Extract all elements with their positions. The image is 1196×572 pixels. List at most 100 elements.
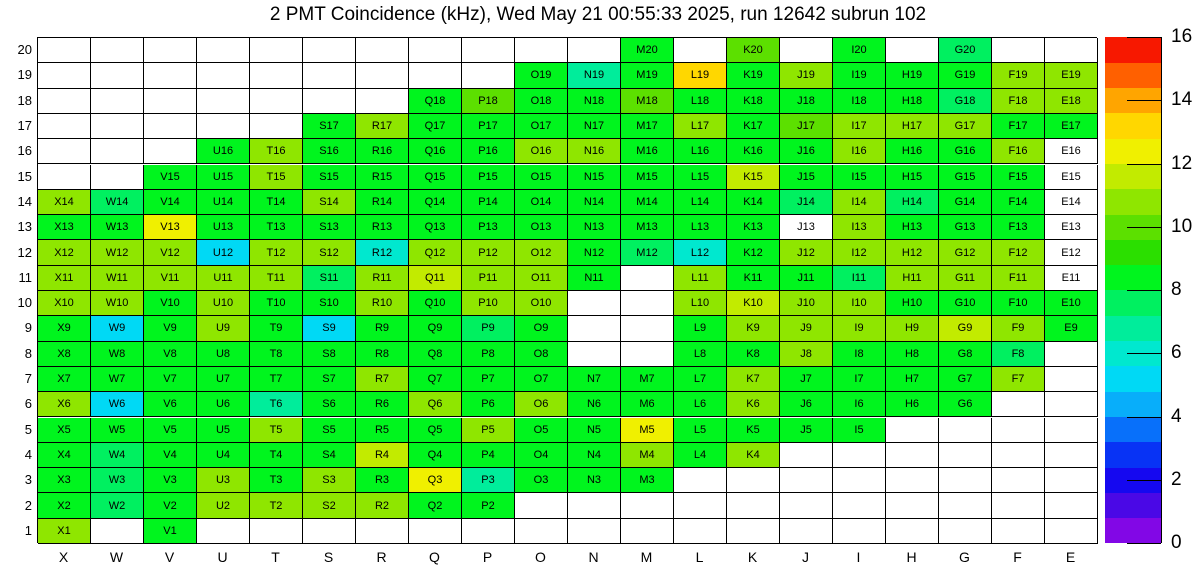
heatmap-cell-K12: K12 xyxy=(727,240,780,266)
heatmap-cell-X9: X9 xyxy=(38,316,91,342)
heatmap-cell-H5 xyxy=(886,417,939,443)
heatmap-cell-L3 xyxy=(674,468,727,494)
heatmap-cell-V9: V9 xyxy=(144,316,197,342)
heatmap-cell-S13: S13 xyxy=(303,215,356,241)
heatmap-cell-J3 xyxy=(780,468,833,494)
heatmap-cell-I11: I11 xyxy=(833,265,886,291)
x-axis-label-N: N xyxy=(588,549,599,565)
heatmap-cell-W20 xyxy=(91,38,144,64)
heatmap-cell-U2: U2 xyxy=(197,493,250,519)
colorbar-tick-label-4: 4 xyxy=(1171,405,1182,427)
heatmap-cell-J5: J5 xyxy=(780,417,833,443)
heatmap-cell-U11: U11 xyxy=(197,265,250,291)
x-axis-label-O: O xyxy=(535,549,546,565)
heatmap-cell-M18: M18 xyxy=(621,88,674,114)
heatmap-cell-S5: S5 xyxy=(303,417,356,443)
heatmap-cell-N9 xyxy=(568,316,621,342)
heatmap-cell-L15: L15 xyxy=(674,164,727,190)
heatmap-cell-P16: P16 xyxy=(462,139,515,165)
heatmap-cell-Q20 xyxy=(409,38,462,64)
heatmap-cell-R11: R11 xyxy=(356,265,409,291)
heatmap-cell-W13: W13 xyxy=(91,215,144,241)
heatmap-cell-G16: G16 xyxy=(939,139,992,165)
heatmap-cell-W17 xyxy=(91,113,144,140)
heatmap-cell-F13: F13 xyxy=(992,215,1045,241)
heatmap-cell-R9: R9 xyxy=(356,316,409,342)
heatmap-cell-Q17: Q17 xyxy=(409,113,462,140)
heatmap-cell-K8: K8 xyxy=(727,341,780,367)
heatmap-cell-S7: S7 xyxy=(303,366,356,393)
heatmap-cell-O3: O3 xyxy=(515,468,568,494)
heatmap-cell-Q14: Q14 xyxy=(409,189,462,216)
heatmap-cell-S15: S15 xyxy=(303,164,356,190)
heatmap-cell-H14: H14 xyxy=(886,189,939,216)
heatmap-cell-M10 xyxy=(621,291,674,317)
heatmap-cell-I10: I10 xyxy=(833,291,886,317)
heatmap-cell-Q15: Q15 xyxy=(409,164,462,190)
heatmap-cell-W4: W4 xyxy=(91,442,144,469)
heatmap-cell-F8: F8 xyxy=(992,341,1045,367)
heatmap-cell-F2 xyxy=(992,493,1045,519)
heatmap-cell-N20 xyxy=(568,38,621,64)
x-axis-label-X: X xyxy=(58,549,69,565)
colorbar-tick xyxy=(1127,100,1161,102)
y-axis-label-15: 15 xyxy=(17,168,32,184)
y-axis-label-5: 5 xyxy=(24,421,32,437)
heatmap-cell-S2: S2 xyxy=(303,493,356,519)
heatmap-cell-M2 xyxy=(621,493,674,519)
heatmap-cell-R15: R15 xyxy=(356,164,409,190)
heatmap-cell-J11: J11 xyxy=(780,265,833,291)
heatmap-cell-I4 xyxy=(833,442,886,469)
heatmap-cell-W7: W7 xyxy=(91,366,144,393)
heatmap-cell-L13: L13 xyxy=(674,215,727,241)
y-axis-label-7: 7 xyxy=(24,371,32,387)
heatmap-cell-O14: O14 xyxy=(515,189,568,216)
heatmap-cell-G14: G14 xyxy=(939,189,992,216)
heatmap-cell-P11: P11 xyxy=(462,265,515,291)
heatmap-cell-P14: P14 xyxy=(462,189,515,216)
heatmap-cell-Q3: Q3 xyxy=(409,468,462,494)
heatmap-cell-F16: F16 xyxy=(992,139,1045,165)
colorbar-band xyxy=(1105,188,1161,215)
heatmap-cell-F10: F10 xyxy=(992,291,1045,317)
heatmap-cell-S17: S17 xyxy=(303,113,356,140)
heatmap-cell-S10: S10 xyxy=(303,291,356,317)
heatmap-cell-T8: T8 xyxy=(250,341,303,367)
heatmap-cell-T2: T2 xyxy=(250,493,303,519)
heatmap-cell-O6: O6 xyxy=(515,392,568,418)
heatmap-cell-K5: K5 xyxy=(727,417,780,443)
heatmap-cell-M12: M12 xyxy=(621,240,674,266)
heatmap-cell-V20 xyxy=(144,38,197,64)
heatmap-cell-F1 xyxy=(992,518,1045,544)
y-axis-label-2: 2 xyxy=(24,497,32,513)
heatmap-cell-R5: R5 xyxy=(356,417,409,443)
colorbar-band xyxy=(1105,239,1161,266)
heatmap-cell-X3: X3 xyxy=(38,468,91,494)
heatmap-cell-P15: P15 xyxy=(462,164,515,190)
heatmap-cell-U12: U12 xyxy=(197,240,250,266)
heatmap-cell-P8: P8 xyxy=(462,341,515,367)
heatmap-cell-X18 xyxy=(38,88,91,114)
heatmap-cell-I3 xyxy=(833,468,886,494)
heatmap-cell-N11: N11 xyxy=(568,265,621,291)
heatmap-cell-I8: I8 xyxy=(833,341,886,367)
x-axis-label-V: V xyxy=(164,549,175,565)
heatmap-cell-X4: X4 xyxy=(38,442,91,469)
colorbar-tick xyxy=(1127,543,1161,544)
heatmap-cell-W6: W6 xyxy=(91,392,144,418)
x-axis-label-H: H xyxy=(906,549,917,565)
heatmap-cell-G11: G11 xyxy=(939,265,992,291)
y-axis-label-9: 9 xyxy=(24,320,32,336)
heatmap-cell-K16: K16 xyxy=(727,139,780,165)
colorbar-tick-label-16: 16 xyxy=(1171,26,1193,47)
heatmap-cell-S9: S9 xyxy=(303,316,356,342)
x-axis-label-J: J xyxy=(802,549,809,565)
heatmap-cell-Q12: Q12 xyxy=(409,240,462,266)
heatmap-cell-E5 xyxy=(1045,417,1098,443)
heatmap-cell-V1: V1 xyxy=(144,518,197,544)
heatmap-cell-W18 xyxy=(91,88,144,114)
heatmap-cell-M17: M17 xyxy=(621,113,674,140)
heatmap-cell-U4: U4 xyxy=(197,442,250,469)
x-axis-label-I: I xyxy=(856,549,861,565)
heatmap-cell-P13: P13 xyxy=(462,215,515,241)
